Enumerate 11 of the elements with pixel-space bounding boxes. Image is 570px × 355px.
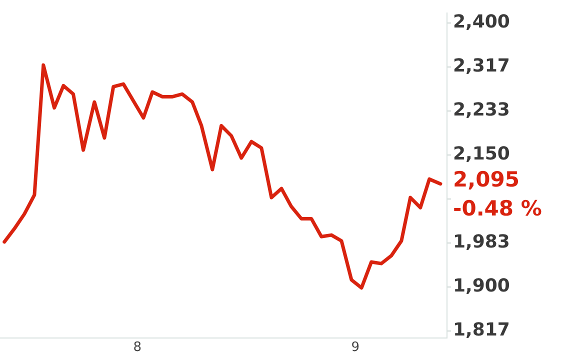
y-tick-label: 1,900 — [453, 275, 510, 296]
y-tick-label: 2,233 — [453, 99, 510, 120]
y-tick-label: 1,817 — [453, 319, 510, 340]
y-tick-label: 1,983 — [453, 231, 510, 252]
y-tick-label: 2,400 — [453, 12, 510, 32]
x-tick-label: 8 — [133, 340, 142, 355]
y-tick-label: 2,150 — [453, 143, 510, 164]
text: 2,095 — [453, 167, 520, 192]
x-tick-label: 9 — [351, 340, 360, 355]
y-tick-label: 2,317 — [453, 55, 510, 76]
text: -0.48 % — [453, 196, 542, 220]
